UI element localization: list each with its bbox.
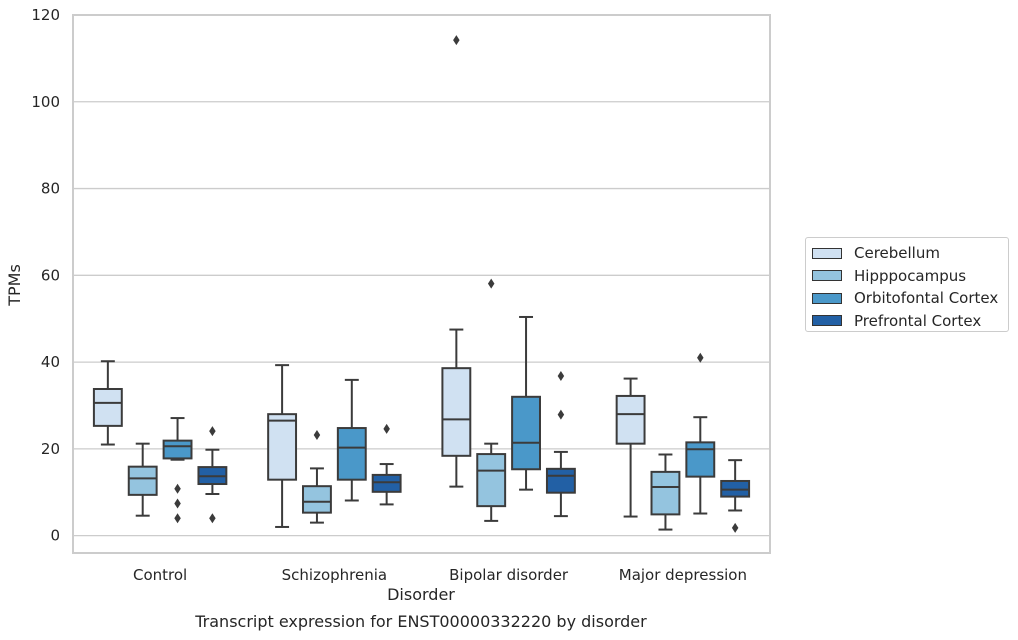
y-tick-label: 100 xyxy=(31,93,60,111)
y-tick-label: 20 xyxy=(41,440,60,458)
box-group xyxy=(441,35,472,488)
legend-item: Prefrontal Cortex xyxy=(812,310,1008,333)
box-group xyxy=(302,429,332,524)
box-group xyxy=(476,278,507,522)
outlier-point xyxy=(557,409,565,420)
y-tick-labels: 0 20 40 60 80 100 120 xyxy=(31,6,60,545)
outlier-point xyxy=(383,423,390,434)
legend-item: Hipppocampus xyxy=(812,265,1008,288)
outlier-point xyxy=(557,370,565,381)
outlier-point xyxy=(697,352,704,363)
box-group xyxy=(267,364,298,528)
box-iqr xyxy=(336,427,367,481)
box-group xyxy=(92,360,123,446)
y-tick-label: 60 xyxy=(41,266,60,284)
box-group xyxy=(685,352,716,515)
outlier-point xyxy=(453,35,460,46)
box-group xyxy=(545,370,576,518)
legend-label: Cerebellum xyxy=(854,244,940,263)
box-group xyxy=(162,417,193,524)
y-tick-label: 40 xyxy=(41,353,60,371)
legend-swatch xyxy=(812,247,842,259)
outlier-point xyxy=(209,513,216,524)
box-iqr xyxy=(92,387,123,427)
legend: Cerebellum Hipppocampus Orbitofontal Corte… xyxy=(805,237,1009,332)
outlier-point xyxy=(313,429,321,440)
box-group xyxy=(511,315,541,491)
box-iqr xyxy=(545,467,576,494)
legend-item: Orbitofontal Cortex xyxy=(812,287,1008,310)
outlier-point xyxy=(174,483,181,494)
outlier-point xyxy=(209,426,216,437)
legend-swatch xyxy=(812,270,842,282)
y-axis-title: TPMs xyxy=(5,264,24,307)
box-iqr xyxy=(162,439,193,460)
boxes xyxy=(92,35,751,533)
y-tick-label: 120 xyxy=(31,6,60,24)
chart-caption: Transcript expression for ENST0000033222… xyxy=(194,612,647,631)
box-iqr xyxy=(371,473,402,493)
legend-label: Hipppocampus xyxy=(854,266,967,285)
y-tick-label: 0 xyxy=(50,527,60,545)
box-iqr xyxy=(476,453,507,508)
box-group xyxy=(650,453,681,531)
legend-swatch xyxy=(812,315,842,327)
outlier-point xyxy=(731,522,739,533)
outlier-point xyxy=(174,513,181,524)
x-tick-label: Control xyxy=(133,566,187,584)
x-tick-label: Schizophrenia xyxy=(282,566,387,584)
box-group xyxy=(615,377,646,518)
box-group xyxy=(197,426,228,524)
box-iqr xyxy=(650,470,681,516)
x-tick-label: Major depression xyxy=(619,566,747,584)
x-axis-title: Disorder xyxy=(387,585,455,604)
legend-swatch xyxy=(812,292,842,304)
outlier-point xyxy=(487,278,495,289)
box-iqr xyxy=(127,465,158,496)
box-group xyxy=(127,442,158,517)
legend-item: Cerebellum xyxy=(812,242,1008,265)
box-iqr xyxy=(302,485,332,514)
box-group xyxy=(720,459,751,533)
box-iqr xyxy=(685,441,716,478)
box-iqr xyxy=(441,367,472,457)
box-iqr xyxy=(267,413,298,481)
legend-label: Orbitofontal Cortex xyxy=(854,289,999,308)
x-tick-labels: Control Schizophrenia Bipolar disorder Majo… xyxy=(133,566,747,584)
y-tick-label: 80 xyxy=(41,180,60,198)
outlier-point xyxy=(174,498,181,509)
box-iqr xyxy=(615,394,646,445)
x-tick-label: Bipolar disorder xyxy=(449,566,569,584)
box-iqr xyxy=(511,395,541,471)
legend-label: Prefrontal Cortex xyxy=(854,311,982,330)
plot-frame xyxy=(72,14,771,554)
box-group xyxy=(336,378,367,502)
box-group xyxy=(371,423,402,506)
